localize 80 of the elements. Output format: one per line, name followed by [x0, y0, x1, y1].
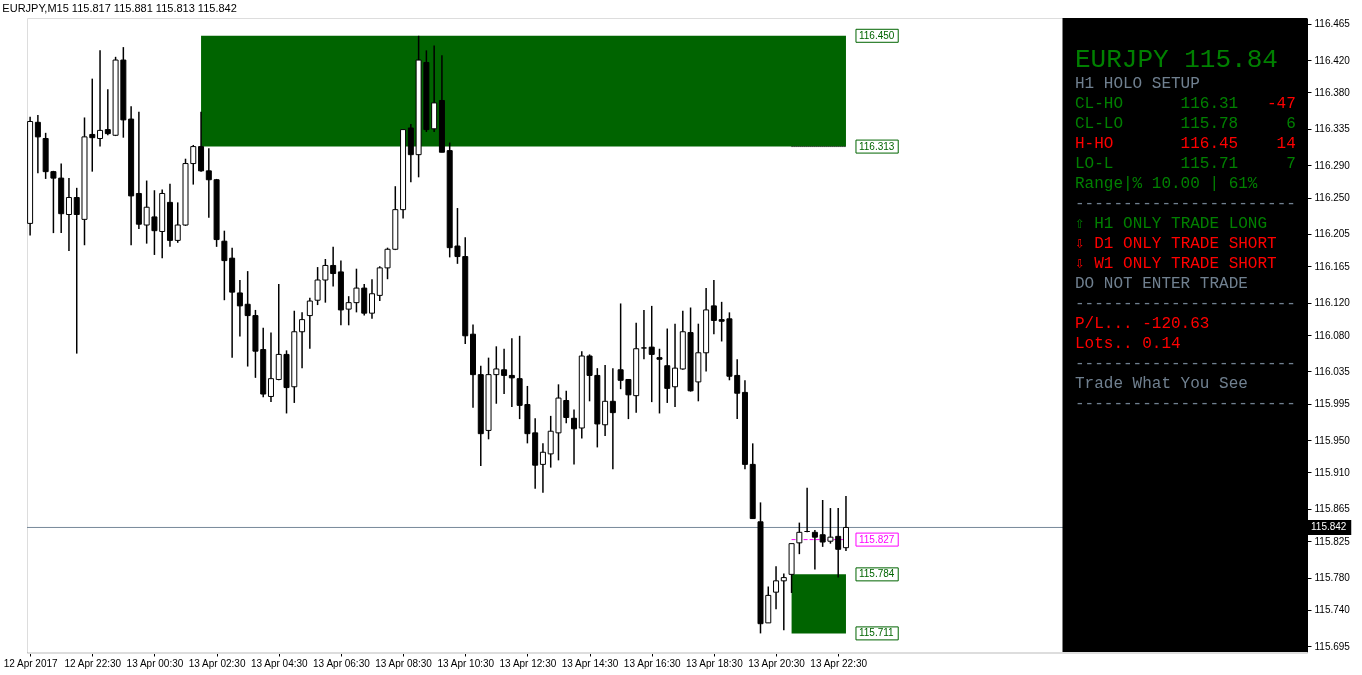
annotation: ----------------------- [1075, 295, 1296, 313]
candlestick [664, 327, 671, 404]
y-tick-label: 116.290 [1314, 159, 1351, 171]
candlestick [648, 305, 655, 403]
chart-title: EURJPY,M15 115.817 115.881 115.813 115.842 [2, 1, 237, 14]
x-tick-label: 13 Apr 04:30 [250, 657, 309, 669]
candlestick [811, 529, 818, 571]
y-tick-label: 116.420 [1314, 54, 1351, 66]
y-tick-label: 115.865 [1314, 503, 1351, 515]
annotation: 115.784 [858, 568, 895, 580]
x-tick-label: 13 Apr 02:30 [188, 657, 246, 669]
x-tick-label: 13 Apr 22:30 [810, 657, 868, 669]
x-tick-label: 12 Apr 22:30 [64, 657, 122, 669]
text: CL-HO 116.31 -47 [1075, 95, 1296, 113]
y-tick-label: 115.825 [1314, 535, 1351, 547]
candlestick [796, 521, 803, 555]
annotation: Trade What You See [1075, 375, 1248, 393]
candlestick [299, 311, 306, 369]
candlestick [609, 367, 616, 470]
x-tick-label: 13 Apr 16:30 [623, 657, 682, 669]
annotation: 116.313 [858, 140, 895, 152]
annotation: P/L... -120.63 [1075, 315, 1210, 333]
y-tick-label: 116.080 [1314, 329, 1351, 341]
y-tick-label: 115.910 [1314, 466, 1351, 478]
y-tick-label: 116.120 [1314, 297, 1351, 309]
text: H-HO 116.45 14 [1075, 135, 1296, 153]
candlestick [640, 309, 647, 361]
candlestick [267, 331, 274, 403]
annotation: 115.711 [858, 627, 895, 639]
x-tick-label: 13 Apr 10:30 [437, 657, 495, 669]
x-tick-label: 13 Apr 00:30 [126, 657, 184, 669]
annotation: H1 HOLO SETUP [1075, 75, 1200, 93]
y-tick-label: 115.950 [1314, 434, 1351, 446]
y-tick-label: 116.035 [1314, 365, 1351, 377]
annotation: ⇩ D1 ONLY TRADE SHORT [1075, 235, 1277, 253]
candlestick [34, 114, 41, 175]
annotation: Range|% 10.00 | 61% [1075, 175, 1258, 193]
y-tick-label: 115.995 [1314, 398, 1351, 410]
x-tick-label: 13 Apr 06:30 [313, 657, 371, 669]
candlestick [65, 177, 72, 252]
x-tick-label: 12 Apr 2017 [3, 657, 59, 669]
candlestick [780, 572, 787, 631]
x-tick-label: 13 Apr 12:30 [499, 657, 557, 669]
candlestick [656, 348, 663, 415]
y-tick-label: 116.165 [1314, 260, 1351, 272]
annotation: ⇩ W1 ONLY TRADE SHORT [1075, 255, 1277, 273]
annotation: ----------------------- [1075, 395, 1296, 413]
annotation: ----------------------- [1075, 195, 1296, 213]
ref-line-label: 115.842 [1311, 521, 1347, 533]
y-tick-label: 116.380 [1314, 86, 1351, 98]
y-tick-label: 116.250 [1314, 192, 1351, 204]
candlestick [97, 49, 104, 148]
x-tick-label: 13 Apr 18:30 [686, 657, 744, 669]
annotation: ⇧ H1 ONLY TRADE LONG [1075, 215, 1268, 233]
candlestick [602, 364, 609, 437]
annotation: Lots.. 0.14 [1075, 335, 1181, 353]
text: EURJPY 115.84 [1075, 45, 1278, 75]
x-tick-label: 13 Apr 08:30 [375, 657, 433, 669]
annotation: DO NOT ENTER TRADE [1075, 275, 1248, 293]
y-tick-label: 116.465 [1314, 18, 1351, 30]
text: CL-LO 115.78 6 [1075, 115, 1296, 133]
candlestick [672, 322, 679, 408]
candlestick [539, 442, 546, 494]
y-tick-label: 115.780 [1314, 572, 1351, 584]
y-tick-label: 115.740 [1314, 604, 1351, 616]
annotation: 116.450 [858, 29, 895, 41]
y-tick-label: 116.205 [1314, 228, 1351, 240]
annotation: 115.827 [858, 533, 895, 545]
candlestick [842, 495, 849, 552]
text: LO-L 115.71 7 [1075, 155, 1296, 173]
y-tick-label: 116.335 [1314, 123, 1351, 135]
x-tick-label: 13 Apr 14:30 [561, 657, 619, 669]
candlestick [773, 565, 780, 610]
y-tick-label: 115.695 [1314, 640, 1351, 652]
annotation: ----------------------- [1075, 355, 1296, 373]
candlestick [368, 278, 375, 320]
x-tick-label: 13 Apr 20:30 [748, 657, 806, 669]
candlestick [501, 348, 508, 395]
candlestick [236, 279, 243, 338]
candlestick [571, 408, 578, 466]
